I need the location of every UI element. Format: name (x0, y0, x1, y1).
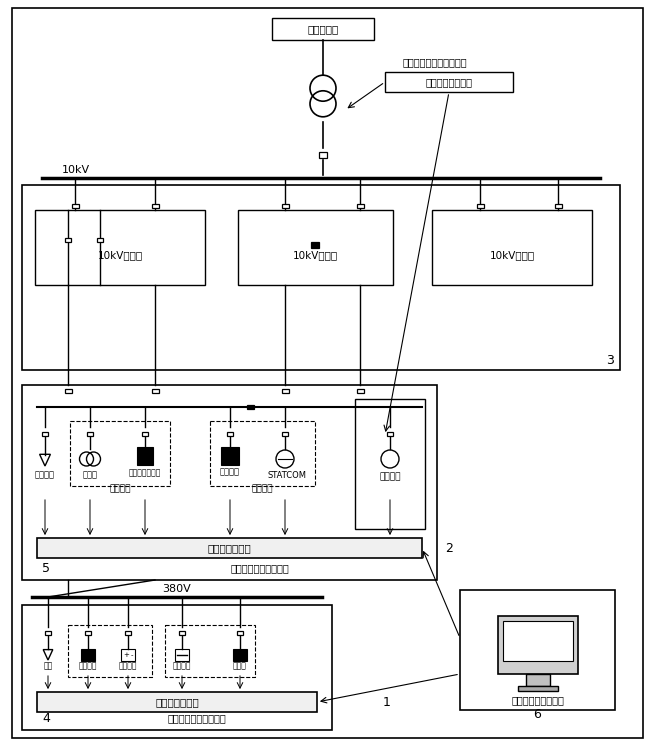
Bar (237, 631, 243, 635)
Text: 主动配电网管理系统: 主动配电网管理系统 (511, 695, 564, 705)
Bar (121, 649, 135, 661)
Bar (238, 210, 393, 285)
Bar (22, 385, 437, 580)
Text: 1: 1 (383, 695, 391, 709)
Text: 环网单元: 环网单元 (379, 472, 401, 481)
Text: 间歇式能源变电站层消纳: 间歇式能源变电站层消纳 (403, 57, 467, 67)
Text: -: - (131, 652, 133, 658)
Text: 储能电池: 储能电池 (119, 662, 138, 671)
Bar (85, 631, 91, 635)
Bar (282, 432, 288, 436)
Text: +: + (123, 652, 129, 658)
Text: 高压配电网: 高压配电网 (307, 24, 339, 34)
Bar (35, 210, 205, 285)
Text: 环网单元: 环网单元 (109, 484, 131, 494)
Bar (282, 389, 288, 393)
Bar (432, 210, 592, 285)
Text: 源网协调控制器: 源网协调控制器 (155, 697, 199, 707)
Bar (42, 432, 48, 436)
Text: 10kV开关站: 10kV开关站 (293, 251, 338, 260)
Bar (227, 432, 233, 436)
Bar (356, 204, 364, 208)
Bar (165, 625, 255, 677)
Text: 5: 5 (42, 562, 50, 574)
Bar (517, 686, 557, 691)
Text: 380V: 380V (162, 584, 191, 594)
Bar (233, 649, 247, 661)
Text: 无功补倂: 无功补倂 (173, 662, 191, 671)
Text: 充电桩: 充电桩 (233, 662, 247, 671)
Bar (97, 238, 103, 242)
Text: 变电站保护与控制: 变电站保护与控制 (426, 77, 472, 87)
Bar (65, 238, 71, 242)
Bar (555, 204, 561, 208)
Text: 专线用户: 专线用户 (35, 471, 55, 480)
Text: 间歇式能源就地层消纳: 间歇式能源就地层消纳 (168, 713, 227, 723)
Bar (151, 389, 159, 393)
Bar (71, 204, 79, 208)
Bar (70, 421, 170, 486)
Bar (37, 692, 317, 712)
Text: 10kV开关站: 10kV开关站 (98, 251, 143, 260)
Text: 间歇式能源配网层消纳: 间歇式能源配网层消纳 (230, 563, 289, 573)
Bar (272, 18, 374, 40)
Bar (498, 616, 578, 674)
Bar (64, 389, 71, 393)
Text: 3: 3 (606, 354, 614, 366)
Bar (387, 432, 393, 436)
Bar (81, 649, 95, 661)
Bar (246, 404, 253, 410)
Text: 环网单元: 环网单元 (252, 484, 272, 494)
Bar (142, 432, 148, 436)
Bar (151, 204, 159, 208)
Bar (525, 674, 550, 686)
Bar (311, 242, 319, 248)
Bar (125, 631, 131, 635)
Text: 充电站: 充电站 (83, 471, 98, 480)
Bar (356, 389, 364, 393)
Bar (221, 447, 239, 465)
Bar (319, 152, 327, 158)
Text: 主动配网控制器: 主动配网控制器 (208, 543, 252, 553)
Bar (22, 185, 620, 370)
Bar (502, 621, 572, 661)
Text: 大容量储能电池: 大容量储能电池 (129, 468, 161, 477)
Text: 建筑光伏: 建筑光伏 (79, 662, 97, 671)
Bar (45, 631, 51, 635)
Text: 10kV: 10kV (62, 165, 90, 175)
Text: 6: 6 (534, 708, 542, 721)
Text: 负载: 负载 (43, 662, 52, 671)
Bar (476, 204, 483, 208)
Text: 示范风机: 示范风机 (220, 468, 240, 477)
Bar (355, 399, 425, 529)
Text: 10kV开关站: 10kV开关站 (489, 251, 534, 260)
Bar (282, 204, 288, 208)
Bar (210, 421, 315, 486)
Bar (37, 538, 422, 558)
Bar (22, 605, 332, 730)
Bar (87, 432, 93, 436)
Text: 4: 4 (42, 712, 50, 724)
Bar (385, 72, 513, 92)
Text: STATCOM: STATCOM (267, 471, 307, 480)
Bar (68, 625, 152, 677)
Bar (175, 649, 189, 661)
Bar (179, 631, 185, 635)
Bar (460, 590, 615, 710)
Text: 2: 2 (445, 542, 453, 554)
Bar (137, 447, 153, 465)
